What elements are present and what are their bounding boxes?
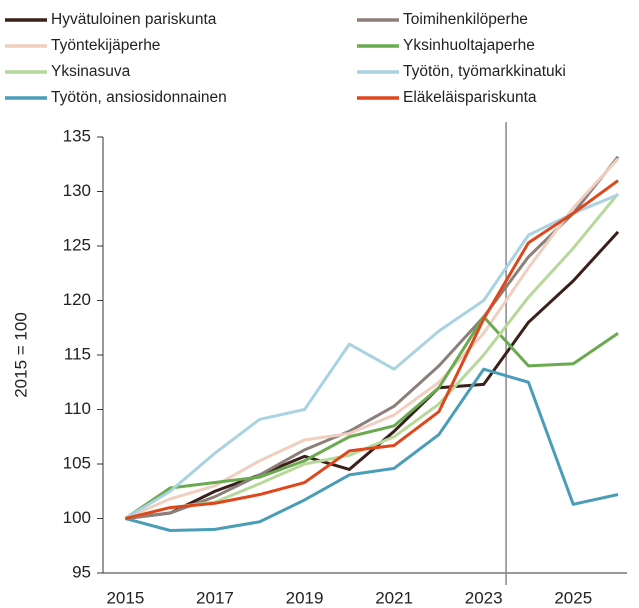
x-tick-label: 2021 [375, 588, 413, 607]
y-tick-label: 95 [72, 562, 91, 581]
legend-label: Yksinasuva [51, 63, 131, 80]
x-tick-label: 2017 [196, 588, 234, 607]
series-line [125, 367, 619, 532]
y-tick-label: 135 [63, 126, 91, 145]
legend-label: Työtön, ansiosidonnainen [51, 89, 227, 106]
x-tick-label: 2025 [554, 588, 592, 607]
x-tick-label: 2015 [106, 588, 144, 607]
series-line [125, 155, 620, 520]
x-tick-label: 2019 [286, 588, 324, 607]
series-line [125, 179, 619, 520]
x-tick-label: 2023 [465, 588, 503, 607]
y-axis-label: 2015 = 100 [11, 312, 30, 398]
series-line [124, 193, 619, 520]
legend-label: Hyvätuloinen pariskunta [51, 11, 217, 28]
series-line [124, 315, 619, 520]
y-tick-label: 120 [63, 290, 91, 309]
y-tick-label: 100 [63, 508, 91, 527]
series-line [124, 157, 620, 520]
y-tick-label: 130 [63, 181, 91, 200]
legend-label: Työtön, työmarkkinatuki [403, 63, 566, 80]
legend-label: Toimihenkilöperhe [403, 11, 528, 28]
y-tick-label: 110 [64, 399, 91, 418]
y-tick-label: 115 [64, 344, 91, 363]
legend-label: Työntekijäperhe [51, 37, 160, 54]
legend-label: Yksinhuoltajaperhe [403, 37, 535, 54]
series-line [125, 230, 620, 520]
legend-label: Eläkeläispariskunta [403, 89, 537, 106]
y-tick-label: 125 [63, 235, 91, 254]
y-tick-label: 105 [63, 453, 91, 472]
